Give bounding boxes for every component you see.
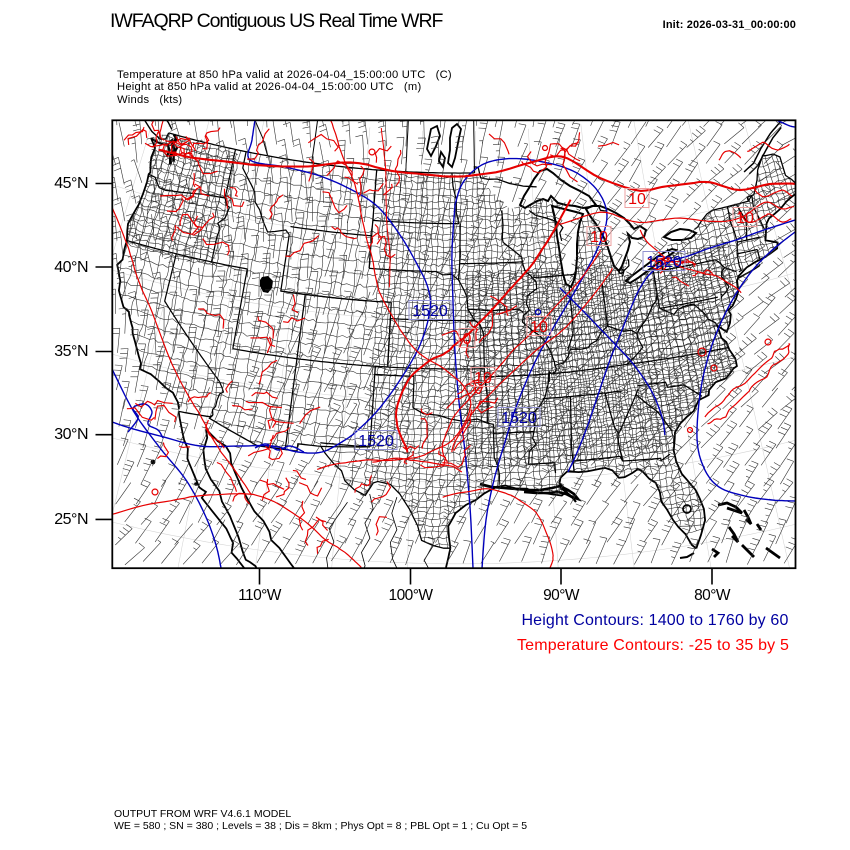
svg-text:1520: 1520 — [646, 254, 682, 271]
svg-text:10: 10 — [530, 319, 548, 336]
svg-text:0: 0 — [463, 331, 472, 348]
svg-text:10: 10 — [628, 191, 646, 208]
svg-text:1520: 1520 — [358, 433, 394, 450]
svg-text:10: 10 — [474, 370, 492, 387]
svg-text:1520: 1520 — [501, 410, 537, 427]
svg-text:10: 10 — [590, 229, 608, 246]
svg-text:10: 10 — [736, 210, 754, 227]
svg-text:1520: 1520 — [412, 303, 448, 320]
